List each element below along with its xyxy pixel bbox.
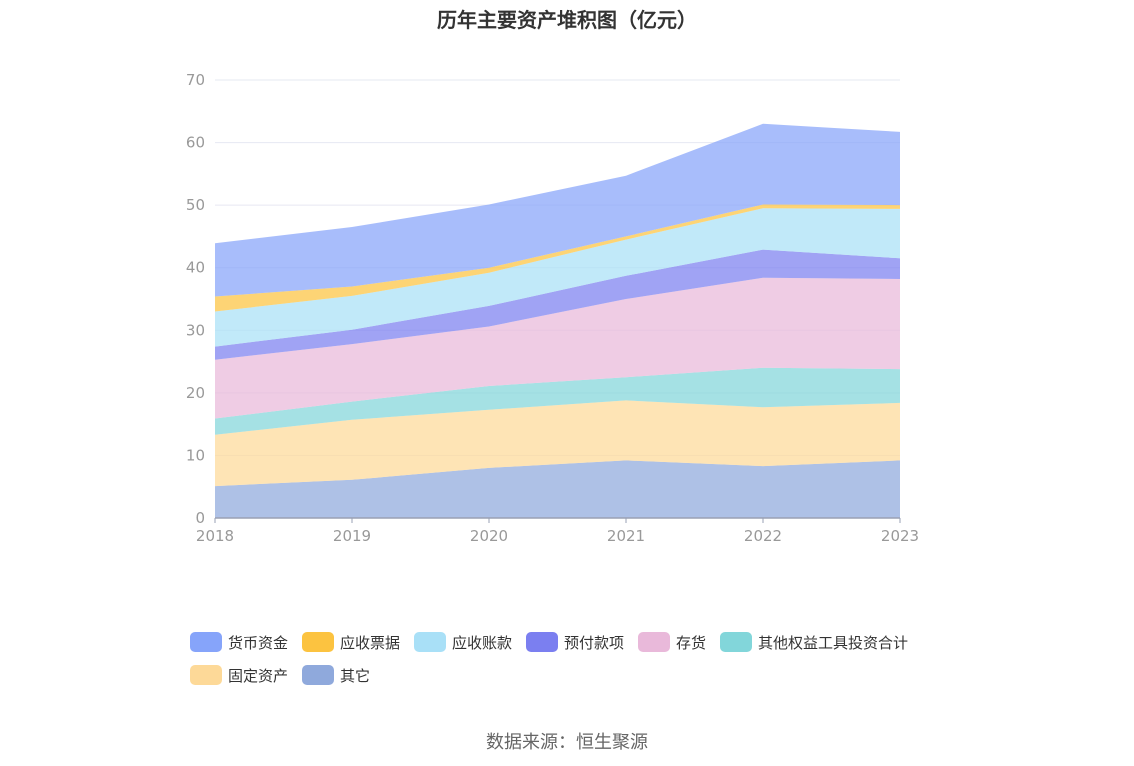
y-tick-label: 40 [186, 259, 205, 277]
legend-label: 应收账款 [452, 633, 513, 652]
y-tick-label: 70 [186, 71, 205, 89]
chart-title: 历年主要资产堆积图（亿元） [437, 8, 697, 32]
legend-item[interactable]: 预付款项 [526, 630, 624, 654]
x-tick-label: 2018 [196, 527, 234, 545]
legend-swatch [638, 632, 670, 652]
area-应收票据 [215, 204, 900, 312]
x-tick-label: 2019 [333, 527, 371, 545]
legend-swatch [526, 632, 558, 652]
x-tick-label: 2020 [470, 527, 508, 545]
legend-label: 固定资产 [228, 666, 289, 685]
legend-item[interactable]: 货币资金 [190, 630, 288, 654]
legend-item[interactable]: 其它 [302, 663, 370, 687]
legend-label: 预付款项 [564, 633, 625, 652]
x-tick-label: 2022 [744, 527, 782, 545]
legend-swatch [720, 632, 752, 652]
y-tick-label: 0 [195, 509, 205, 527]
legend-label: 其他权益工具投资合计 [758, 633, 909, 652]
legend-swatch [190, 632, 222, 652]
legend-swatch [414, 632, 446, 652]
area-应收账款 [215, 208, 900, 347]
x-tick-label: 2021 [607, 527, 645, 545]
area-存货 [215, 277, 900, 419]
legend-swatch [302, 665, 334, 685]
x-tick-label: 2023 [881, 527, 919, 545]
legend-swatch [190, 665, 222, 685]
source-note: 数据来源：恒生聚源 [486, 732, 648, 753]
legend-item[interactable]: 存货 [638, 630, 706, 654]
area-其它 [215, 460, 900, 518]
legend-label: 应收票据 [340, 633, 401, 652]
y-tick-label: 30 [186, 321, 205, 339]
legend-label: 其它 [340, 666, 371, 685]
axes: 0 10 20 30 40 50 60 70 2018 2019 2020 2021 2022 2023 [186, 71, 919, 545]
y-tick-label: 50 [186, 196, 205, 214]
area-货币资金 [215, 123, 900, 297]
legend-item[interactable]: 应收账款 [414, 630, 512, 654]
legend-item[interactable]: 固定资产 [190, 663, 288, 687]
legend-label: 货币资金 [228, 633, 289, 652]
area-其他权益工具投资合计 [215, 367, 900, 435]
legend-swatch [302, 632, 334, 652]
y-tick-label: 60 [186, 134, 205, 152]
y-tick-label: 20 [186, 384, 205, 402]
area-预付款项 [215, 249, 900, 360]
legend-item[interactable]: 应收票据 [302, 630, 400, 654]
y-tick-label: 10 [186, 446, 205, 464]
area-series [215, 123, 900, 518]
area-固定资产 [215, 400, 900, 487]
legend-item[interactable]: 其他权益工具投资合计 [720, 630, 908, 654]
legend-label: 存货 [676, 633, 707, 652]
